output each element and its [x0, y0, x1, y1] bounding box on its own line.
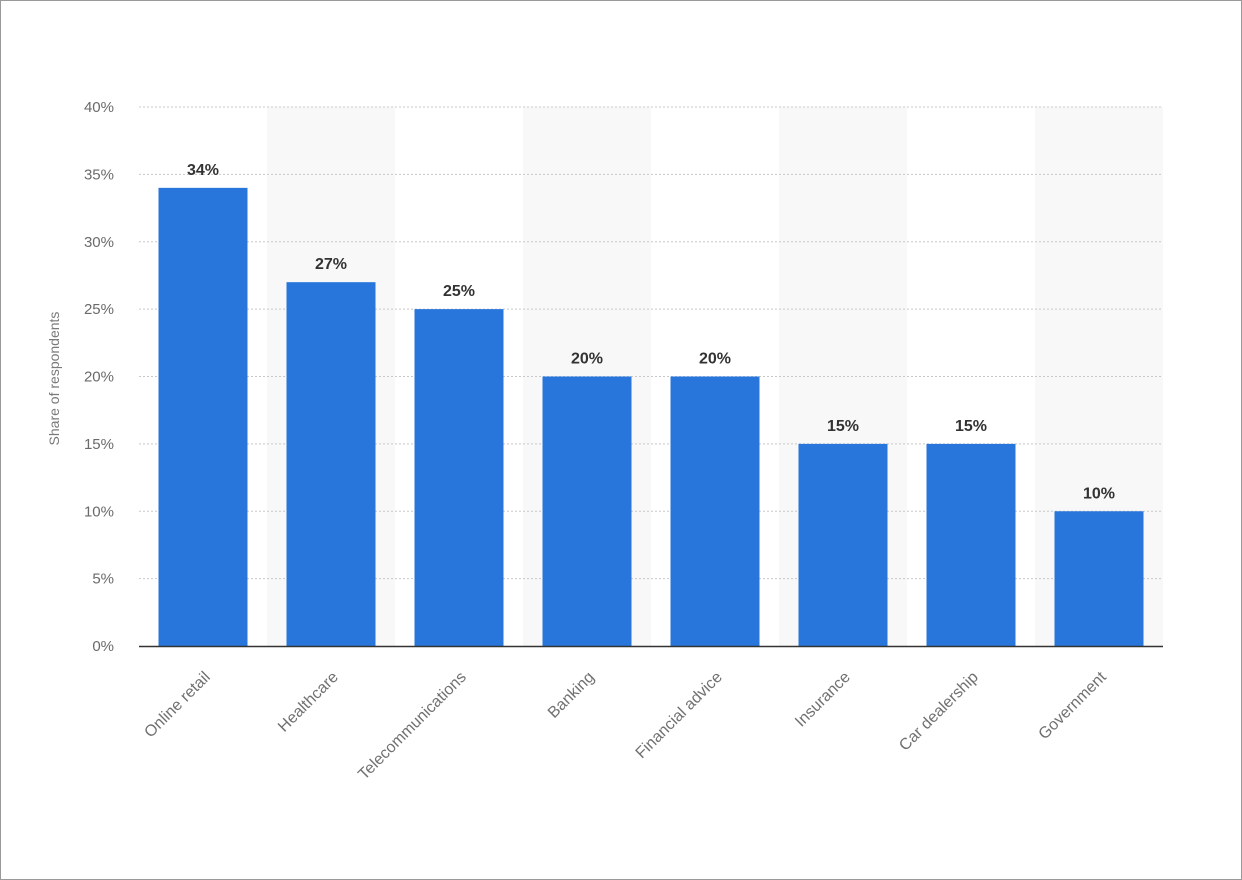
x-category-label-7: Government	[1036, 668, 1111, 743]
y-tick-label: 20%	[84, 369, 114, 386]
data-label-4: 20%	[699, 351, 731, 368]
data-labels: 34% 27% 25% 20% 20% 15% 15% 10%	[187, 162, 1115, 502]
bar-1	[286, 282, 376, 646]
y-tick-label: 0%	[92, 638, 114, 655]
y-tick-label: 40%	[84, 99, 114, 116]
x-category-label-5: Insurance	[792, 669, 854, 731]
y-tick-label: 30%	[84, 234, 114, 251]
bar-5	[798, 443, 888, 646]
data-label-0: 34%	[187, 162, 219, 179]
data-label-3: 20%	[571, 351, 603, 368]
x-category-label-4: Financial advice	[633, 669, 726, 762]
bar-6	[926, 443, 1016, 646]
bar-2	[414, 309, 504, 646]
bar-0	[158, 187, 248, 646]
data-label-1: 27%	[315, 256, 347, 273]
data-label-5: 15%	[827, 418, 859, 435]
x-category-label-6: Car dealership	[896, 669, 982, 755]
x-category-label-2: Telecommunications	[355, 669, 470, 784]
bars	[158, 187, 1144, 646]
y-tick-label: 35%	[84, 166, 114, 183]
data-label-2: 25%	[443, 283, 475, 300]
x-category-label-3: Banking	[545, 669, 598, 722]
y-tick-label: 25%	[84, 301, 114, 318]
x-category-label-0: Online retail	[141, 669, 213, 741]
y-tick-label: 5%	[92, 571, 114, 588]
data-label-7: 10%	[1083, 485, 1115, 502]
bar-4	[670, 376, 760, 646]
data-label-6: 15%	[955, 418, 987, 435]
y-tick-label: 15%	[84, 436, 114, 453]
bar-3	[542, 376, 632, 646]
x-category-label-1: Healthcare	[275, 669, 342, 736]
bar-7	[1054, 511, 1144, 646]
y-axis-title: Share of respondents	[46, 312, 62, 446]
x-axis-category-labels: Online retail Healthcare Telecommunication…	[141, 668, 1110, 783]
y-axis-ticks: 0% 5% 10% 15% 20% 25% 30% 35% 40%	[84, 99, 114, 655]
y-tick-label: 10%	[84, 503, 114, 520]
